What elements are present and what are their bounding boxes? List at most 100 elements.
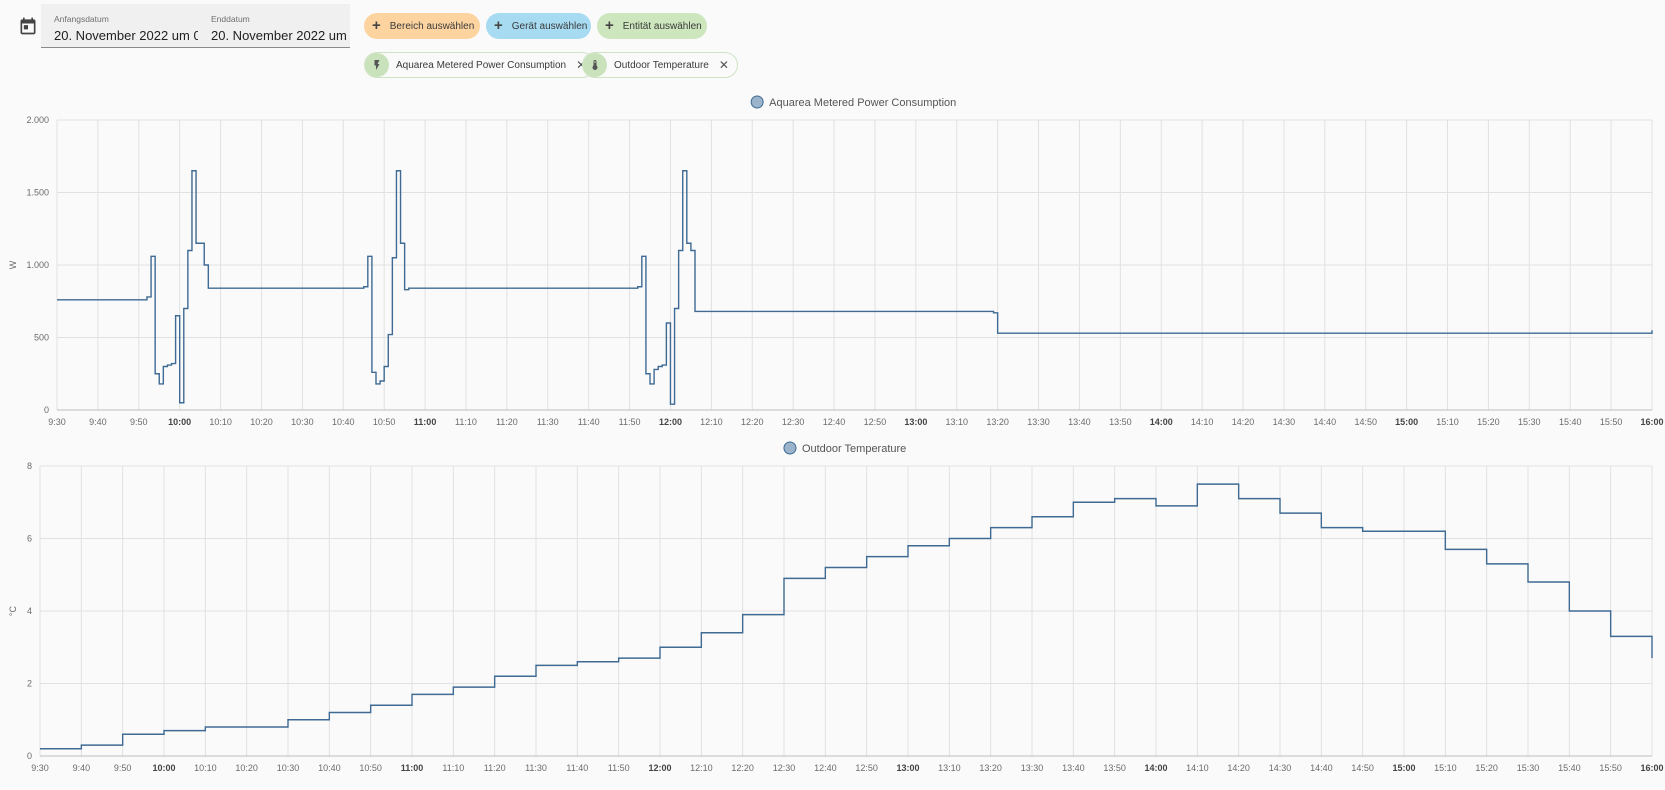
calendar-icon[interactable]: [18, 16, 38, 36]
temperature-series-line[interactable]: [40, 483, 1653, 750]
x-tick-label: 11:50: [608, 763, 630, 773]
thermometer-icon: [583, 53, 607, 77]
x-tick-label: 10:40: [318, 763, 341, 773]
x-tick-label: 15:10: [1434, 763, 1457, 773]
add-area-button[interactable]: + Bereich auswählen: [364, 13, 480, 39]
y-tick-label: 0: [27, 751, 32, 761]
x-tick-label: 11:40: [566, 763, 588, 773]
x-tick-label: 10:00: [168, 417, 191, 427]
x-tick-label: 14:30: [1273, 417, 1296, 427]
start-date-label: Anfangsdatum: [54, 14, 109, 24]
x-tick-label: 10:30: [277, 763, 300, 773]
x-tick-label: 15:20: [1475, 763, 1498, 773]
x-tick-label: 9:30: [31, 763, 49, 773]
x-tick-label: 13:00: [904, 417, 927, 427]
close-icon[interactable]: ✕: [576, 58, 586, 72]
legend-label: Outdoor Temperature: [802, 443, 906, 455]
x-tick-label: 13:10: [945, 417, 968, 427]
add-entity-button[interactable]: + Entität auswählen: [597, 13, 707, 39]
x-tick-label: 11:10: [455, 417, 477, 427]
x-tick-label: 9:30: [48, 417, 66, 427]
x-tick-label: 14:30: [1269, 763, 1292, 773]
legend-marker: [750, 95, 764, 109]
plus-icon: +: [494, 17, 503, 34]
add-entity-label: Entität auswählen: [622, 20, 702, 32]
x-tick-label: 12:40: [823, 417, 846, 427]
x-tick-label: 9:50: [130, 417, 148, 427]
y-axis-title: °C: [8, 605, 18, 616]
selected-entity-chip-temperature[interactable]: Outdoor Temperature ✕: [582, 52, 738, 78]
x-tick-label: 14:40: [1314, 417, 1337, 427]
x-tick-label: 11:20: [496, 417, 518, 427]
y-tick-label: 6: [27, 534, 32, 544]
x-tick-label: 12:50: [864, 417, 887, 427]
selected-entity-label: Outdoor Temperature: [614, 59, 709, 71]
x-tick-label: 15:00: [1392, 763, 1415, 773]
x-tick-label: 11:20: [484, 763, 506, 773]
power-chart-group: Aquarea Metered Power Consumption 0 500 1.0…: [8, 95, 1664, 427]
x-tick-label: 16:00: [1640, 417, 1663, 427]
y-tick-label: 1.000: [26, 260, 49, 270]
start-date-value[interactable]: 20. November 2022 um 09: [54, 28, 200, 43]
x-tick-label: 15:10: [1436, 417, 1459, 427]
x-tick-label: 13:50: [1103, 763, 1126, 773]
legend-marker: [783, 441, 797, 455]
x-tick-label: 9:40: [73, 763, 91, 773]
x-tick-label: 15:50: [1600, 417, 1623, 427]
power-series-line[interactable]: [57, 170, 1653, 405]
y-tick-label: 1.500: [26, 188, 49, 198]
add-device-button[interactable]: + Gerät auswählen: [486, 13, 591, 39]
start-date-field[interactable]: Anfangsdatum 20. November 2022 um 09: [41, 4, 203, 48]
x-tick-label: 11:50: [619, 417, 641, 427]
x-tick-label: 15:30: [1517, 763, 1540, 773]
x-tick-label: 12:20: [741, 417, 764, 427]
x-tick-label: 13:20: [986, 417, 1009, 427]
legend-label: Aquarea Metered Power Consumption: [769, 97, 956, 109]
y-tick-label: 4: [27, 606, 32, 616]
x-tick-label: 10:20: [235, 763, 258, 773]
temperature-chart-group: Outdoor Temperature 0 2 4 6 8 °C 9:30 9:40 9:50 10…: [8, 441, 1664, 773]
x-tick-label: 11:10: [442, 763, 464, 773]
x-tick-label: 10:50: [373, 417, 396, 427]
temperature-legend[interactable]: Outdoor Temperature: [783, 441, 906, 455]
x-tick-label: 12:50: [855, 763, 878, 773]
x-tick-label: 10:10: [194, 763, 217, 773]
power-legend[interactable]: Aquarea Metered Power Consumption: [750, 95, 956, 109]
x-tick-label: 11:00: [414, 417, 437, 427]
flash-icon: [365, 53, 389, 77]
x-tick-label: 10:30: [291, 417, 314, 427]
x-tick-label: 15:40: [1558, 763, 1581, 773]
x-tick-label: 11:40: [578, 417, 600, 427]
x-tick-label: 14:50: [1351, 763, 1374, 773]
x-tick-label: 16:00: [1640, 763, 1663, 773]
x-tick-label: 14:10: [1191, 417, 1214, 427]
x-tick-label: 10:20: [250, 417, 273, 427]
x-tick-label: 15:20: [1477, 417, 1500, 427]
x-tick-label: 14:00: [1144, 763, 1167, 773]
x-tick-label: 9:50: [114, 763, 132, 773]
close-icon[interactable]: ✕: [718, 58, 729, 72]
x-tick-label: 14:50: [1354, 417, 1377, 427]
x-tick-label: 14:40: [1310, 763, 1333, 773]
x-tick-label: 10:00: [152, 763, 175, 773]
x-tick-label: 15:40: [1559, 417, 1582, 427]
end-date-field[interactable]: Enddatum 20. November 2022 um 16: [198, 4, 350, 48]
x-tick-label: 12:10: [700, 417, 723, 427]
x-tick-label: 13:40: [1068, 417, 1091, 427]
x-tick-label: 15:00: [1395, 417, 1418, 427]
plus-icon: +: [372, 17, 381, 34]
x-tick-label: 10:40: [332, 417, 355, 427]
x-tick-label: 9:40: [89, 417, 107, 427]
end-date-value[interactable]: 20. November 2022 um 16: [211, 28, 347, 43]
x-tick-label: 11:30: [537, 417, 559, 427]
y-tick-label: 2: [27, 679, 32, 689]
x-tick-label: 15:30: [1518, 417, 1541, 427]
x-tick-label: 12:40: [814, 763, 837, 773]
selected-entity-label: Aquarea Metered Power Consumption: [396, 59, 567, 71]
selected-entity-chip-power[interactable]: Aquarea Metered Power Consumption ✕: [364, 52, 596, 78]
end-date-label: Enddatum: [211, 14, 250, 24]
x-tick-label: 14:20: [1227, 763, 1250, 773]
x-tick-label: 14:20: [1232, 417, 1255, 427]
x-tick-label: 13:30: [1021, 763, 1044, 773]
